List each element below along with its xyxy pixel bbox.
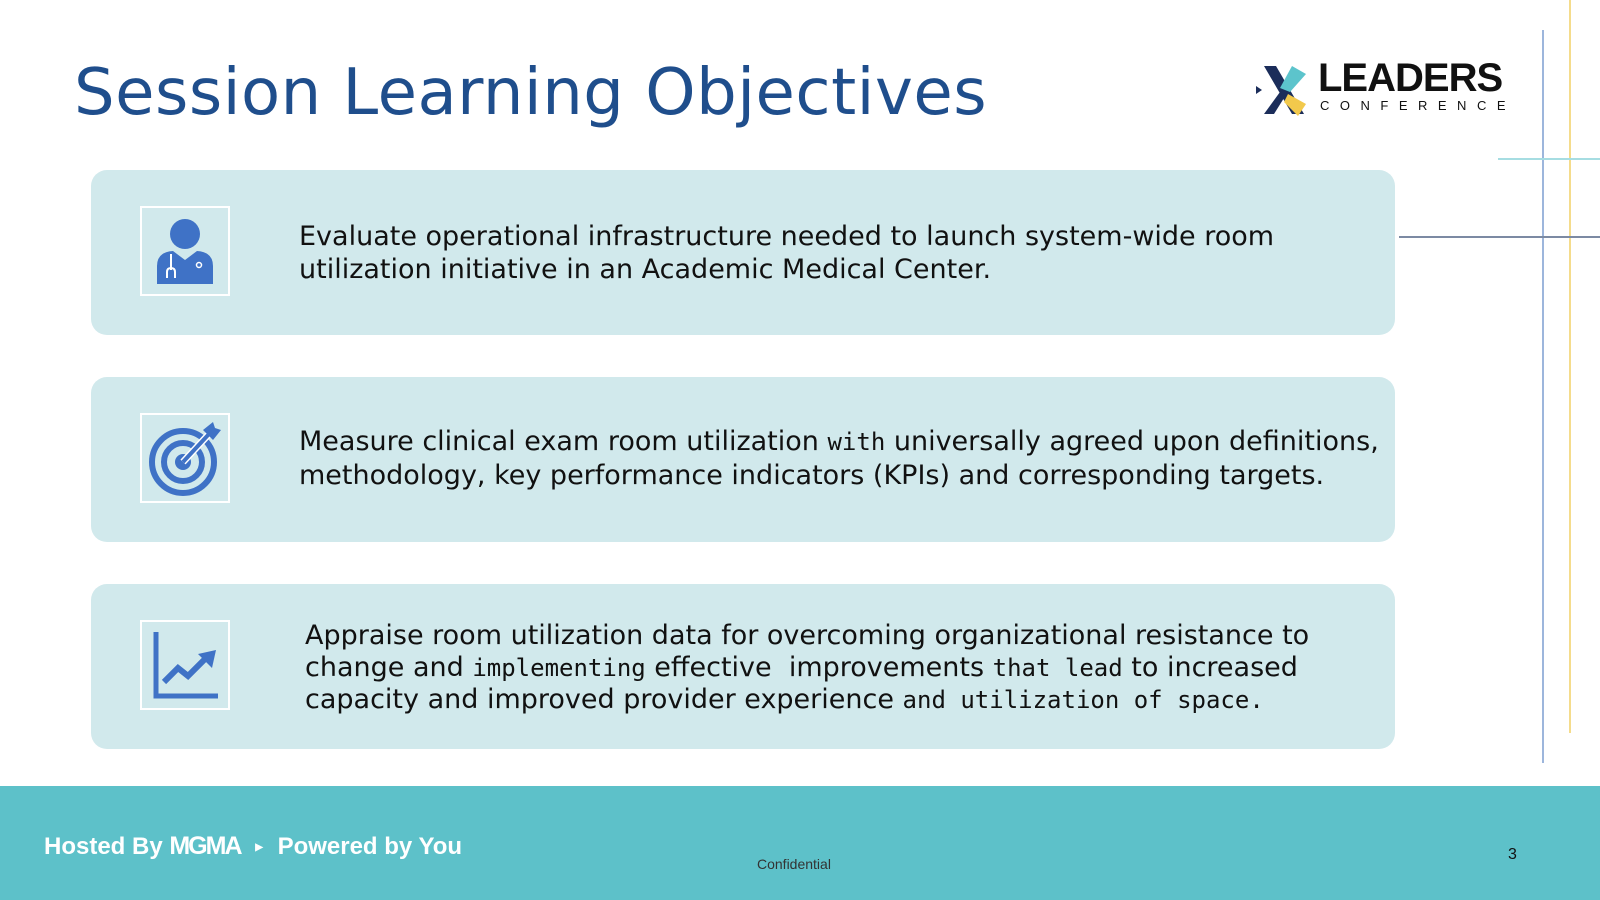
hosted-by-text: Hosted By MGMA ▶ Powered by You (44, 832, 462, 861)
text-span: with (827, 428, 886, 456)
text-line: Appraise room utilization data for overc… (305, 620, 1310, 651)
text-line: Evaluate operational infrastructure need… (299, 221, 1275, 252)
target-icon (140, 413, 230, 503)
growth-chart-icon (140, 620, 230, 710)
text-span: to increased (1122, 652, 1298, 683)
text-span: implementing (472, 654, 646, 682)
logo-word: LEADERS (1318, 56, 1503, 100)
text-line: change and implementing effective improv… (305, 652, 1309, 684)
text-line: utilization initiative in an Academic Me… (299, 254, 992, 285)
text-span: and utilization of space. (902, 686, 1264, 714)
text-span: change and (305, 652, 473, 683)
objective-card-1: Evaluate operational infrastructure need… (91, 170, 1395, 335)
decor-line-teal (1498, 158, 1600, 160)
page-number: 3 (1508, 846, 1517, 863)
mgma-logo: MGMA (169, 832, 242, 860)
page-title: Session Learning Objectives (74, 56, 988, 130)
text-line: Measure clinical exam room utilization w… (299, 425, 1379, 459)
leaders-conference-logo: LEADERS CONFERENCE (1254, 56, 1517, 120)
logo-sub: CONFERENCE (1320, 98, 1517, 113)
objective-card-2: Measure clinical exam room utilization w… (91, 377, 1395, 542)
text-span: that lead (992, 654, 1123, 682)
decor-line-gray (1399, 236, 1600, 238)
triangle-icon: ▶ (255, 842, 263, 853)
text-span: capacity and improved provider experienc… (305, 684, 903, 715)
decor-line-yellow (1569, 0, 1571, 733)
logo-x-icon (1256, 66, 1306, 116)
decor-line-blue (1542, 30, 1544, 763)
objective-text-2: Measure clinical exam room utilization w… (299, 425, 1379, 492)
confidential-label: Confidential (757, 856, 831, 872)
text-span: effective improvements (645, 652, 993, 683)
text-span: universally agreed upon definitions, (885, 426, 1379, 457)
objective-text-1: Evaluate operational infrastructure need… (299, 220, 1274, 286)
powered-label: Powered by You (277, 833, 463, 860)
text-line: methodology, key performance indicators … (299, 460, 1325, 491)
footer: Hosted By MGMA ▶ Powered by You Confiden… (0, 786, 1600, 900)
hosted-label: Hosted By (44, 833, 163, 860)
doctor-icon (140, 206, 230, 296)
objective-card-3: Appraise room utilization data for overc… (91, 584, 1395, 749)
objective-text-3: Appraise room utilization data for overc… (305, 620, 1309, 716)
text-span: Measure clinical exam room utilization (299, 426, 828, 457)
text-line: capacity and improved provider experienc… (305, 684, 1309, 716)
